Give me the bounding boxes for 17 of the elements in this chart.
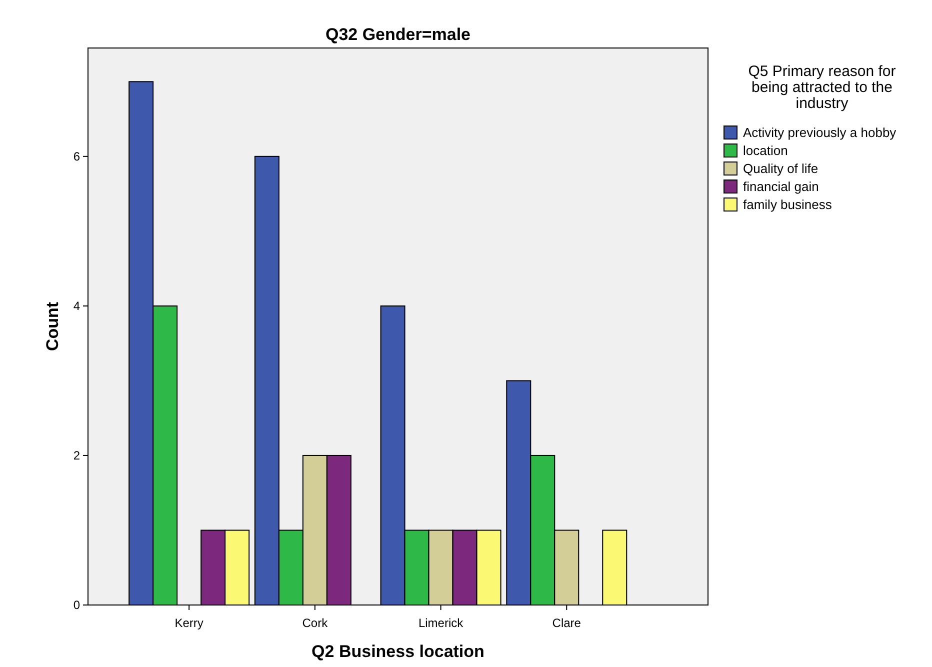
y-tick-label: 6 xyxy=(73,150,80,164)
x-tick-label: Limerick xyxy=(418,616,464,630)
legend-label: location xyxy=(743,143,788,158)
x-tick-label: Cork xyxy=(302,616,329,630)
legend-label: family business xyxy=(743,197,832,212)
y-axis-title: Count xyxy=(43,302,62,352)
y-tick-label: 4 xyxy=(73,299,80,314)
x-axis-title: Q2 Business location xyxy=(312,642,484,661)
y-tick-label: 0 xyxy=(73,598,80,612)
x-tick-label: Kerry xyxy=(174,616,204,630)
legend-label: Quality of life xyxy=(743,161,818,176)
y-tick-label: 2 xyxy=(73,448,80,463)
chart-title: Q32 Gender=male xyxy=(325,25,471,44)
legend-title: Q5 Primary reason for being attracted to the industry xyxy=(748,63,896,112)
legend-label: financial gain xyxy=(743,179,819,194)
x-tick-label: Clare xyxy=(552,616,582,630)
legend-label: Activity previously a hobby xyxy=(743,125,897,140)
